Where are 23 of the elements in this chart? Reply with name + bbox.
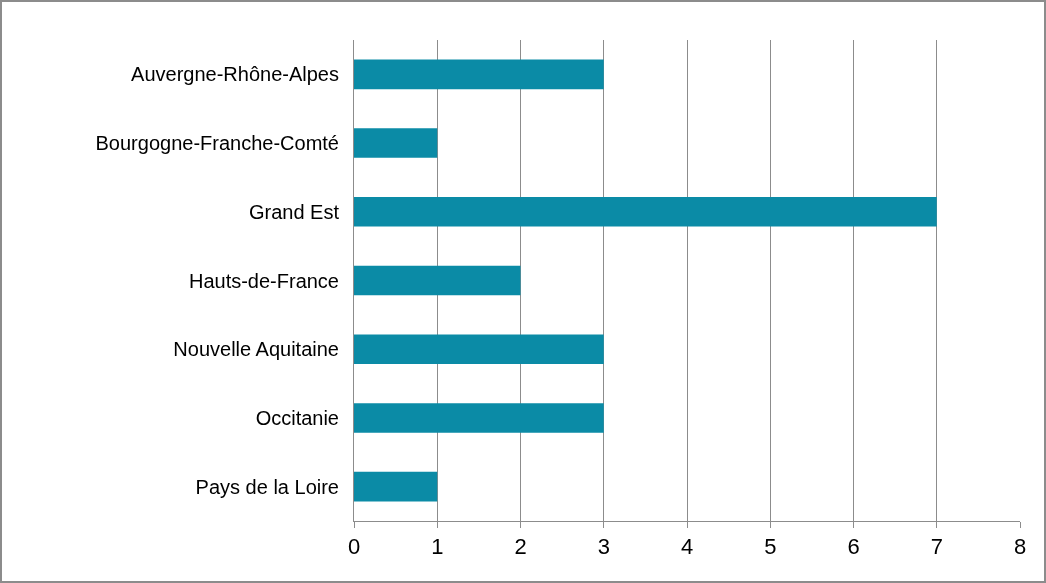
y-tick-label: Bourgogne-Franche-Comté [95, 132, 339, 155]
y-tick-label: Grand Est [248, 200, 340, 223]
x-tick-label: 6 [847, 534, 860, 560]
y-tick-label: Auvergne-Rhône-Alpes [131, 63, 339, 86]
x-tick-label: 0 [347, 534, 361, 560]
y-tick-label: Nouvelle Aquitaine [173, 338, 339, 361]
x-tick-label: 7 [930, 534, 943, 560]
bar [354, 197, 937, 227]
x-tick-label: 3 [597, 534, 610, 560]
bar [354, 59, 604, 90]
y-tick-label: Occitanie [255, 406, 339, 429]
x-tick-label: 5 [764, 534, 777, 560]
bar [354, 334, 604, 364]
bar [354, 265, 521, 296]
x-tick-label: 1 [431, 534, 444, 560]
x-tick-label: 8 [1013, 534, 1027, 560]
x-tick-label: 2 [514, 534, 527, 560]
y-tick-label: Hauts-de-France [188, 269, 339, 292]
bar [354, 403, 604, 433]
y-tick-label: Pays de la Loire [195, 475, 339, 498]
x-tick-label: 4 [680, 534, 694, 560]
bar [354, 471, 438, 502]
bar [354, 128, 438, 158]
